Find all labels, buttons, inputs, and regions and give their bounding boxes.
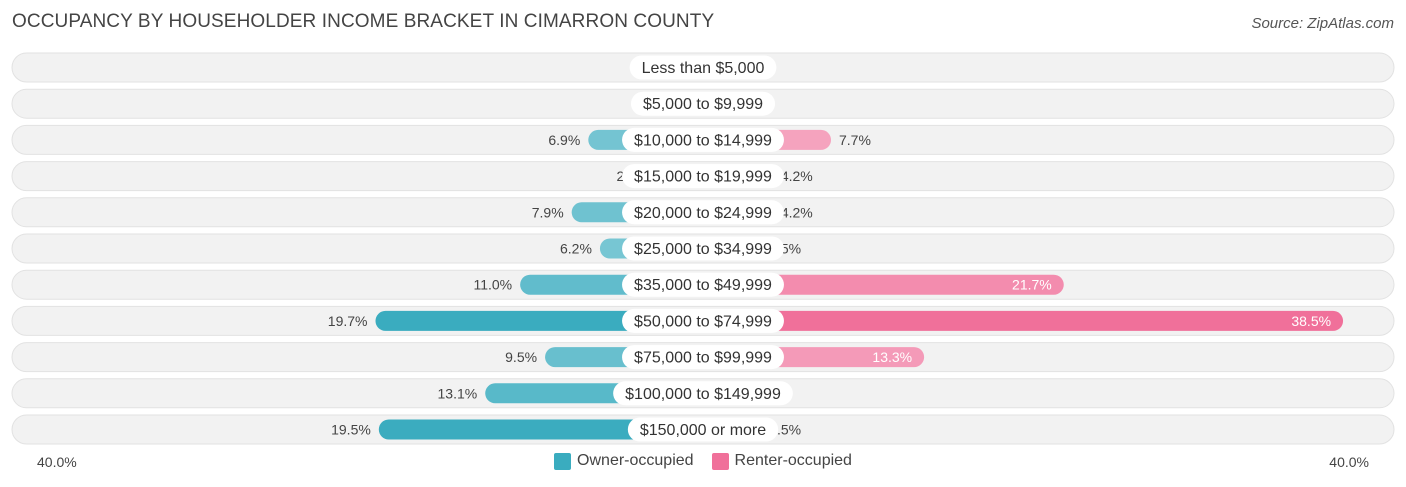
category-pill-10 <box>627 417 779 442</box>
owner-value-label-10: 19.5% <box>331 422 371 438</box>
category-pill-0 <box>629 55 777 80</box>
legend-label-owner: Owner-occupied <box>577 452 694 469</box>
category-pill-7 <box>622 308 784 333</box>
owner-value-label-5: 6.2% <box>560 241 592 257</box>
category-label-1: $5,000 to $9,999 <box>643 96 763 113</box>
renter-value-label-4: 4.2% <box>781 204 813 220</box>
category-pill-3 <box>622 164 784 189</box>
chart-title: OCCUPANCY BY HOUSEHOLDER INCOME BRACKET … <box>12 11 715 32</box>
owner-value-label-6: 11.0% <box>473 277 512 293</box>
category-pill-2 <box>622 127 784 152</box>
renter-value-label-8: 13.3% <box>872 349 912 365</box>
owner-value-label-2: 6.9% <box>548 132 580 148</box>
legend: Owner-occupied Renter-occupied <box>0 452 1406 470</box>
category-label-5: $25,000 to $34,999 <box>634 241 772 258</box>
legend-swatch-owner <box>554 452 572 470</box>
renter-value-label-3: 4.2% <box>781 168 813 184</box>
renter-bar-7 <box>703 310 1344 331</box>
category-pill-1 <box>630 91 776 116</box>
renter-value-label-2: 7.7% <box>839 132 871 148</box>
category-label-0: Less than $5,000 <box>642 60 765 77</box>
chart-source: Source: ZipAtlas.com <box>1251 15 1394 32</box>
category-label-8: $75,000 to $99,999 <box>634 350 772 367</box>
owner-bar-10 <box>378 419 703 440</box>
category-label-7: $50,000 to $74,999 <box>634 313 772 330</box>
owner-bar-7 <box>375 310 703 331</box>
category-label-2: $10,000 to $14,999 <box>634 132 772 149</box>
legend-item-owner[interactable]: Owner-occupied <box>554 452 694 470</box>
owner-value-label-7: 19.7% <box>328 313 368 329</box>
legend-label-renter: Renter-occupied <box>734 452 852 469</box>
legend-item-renter[interactable]: Renter-occupied <box>711 452 852 470</box>
category-pill-8 <box>622 345 784 370</box>
category-pill-5 <box>622 236 784 261</box>
category-pill-6 <box>622 272 784 297</box>
owner-value-label-8: 9.5% <box>505 349 537 365</box>
category-pill-4 <box>622 200 784 225</box>
renter-value-label-6: 21.7% <box>1012 277 1052 293</box>
category-pill-9 <box>613 381 793 406</box>
axis-label-right: 40.0% <box>1329 454 1369 470</box>
category-label-6: $35,000 to $49,999 <box>634 277 772 294</box>
owner-value-label-9: 13.1% <box>438 385 478 401</box>
axis-label-left: 40.0% <box>37 454 77 470</box>
owner-value-label-4: 7.9% <box>532 204 564 220</box>
category-label-3: $15,000 to $19,999 <box>634 169 772 186</box>
renter-bar-6 <box>703 274 1064 295</box>
renter-value-label-7: 38.5% <box>1291 313 1331 329</box>
legend-swatch-renter <box>711 452 729 470</box>
category-label-9: $100,000 to $149,999 <box>625 386 781 403</box>
category-label-10: $150,000 or more <box>640 422 766 439</box>
category-label-4: $20,000 to $24,999 <box>634 205 772 222</box>
